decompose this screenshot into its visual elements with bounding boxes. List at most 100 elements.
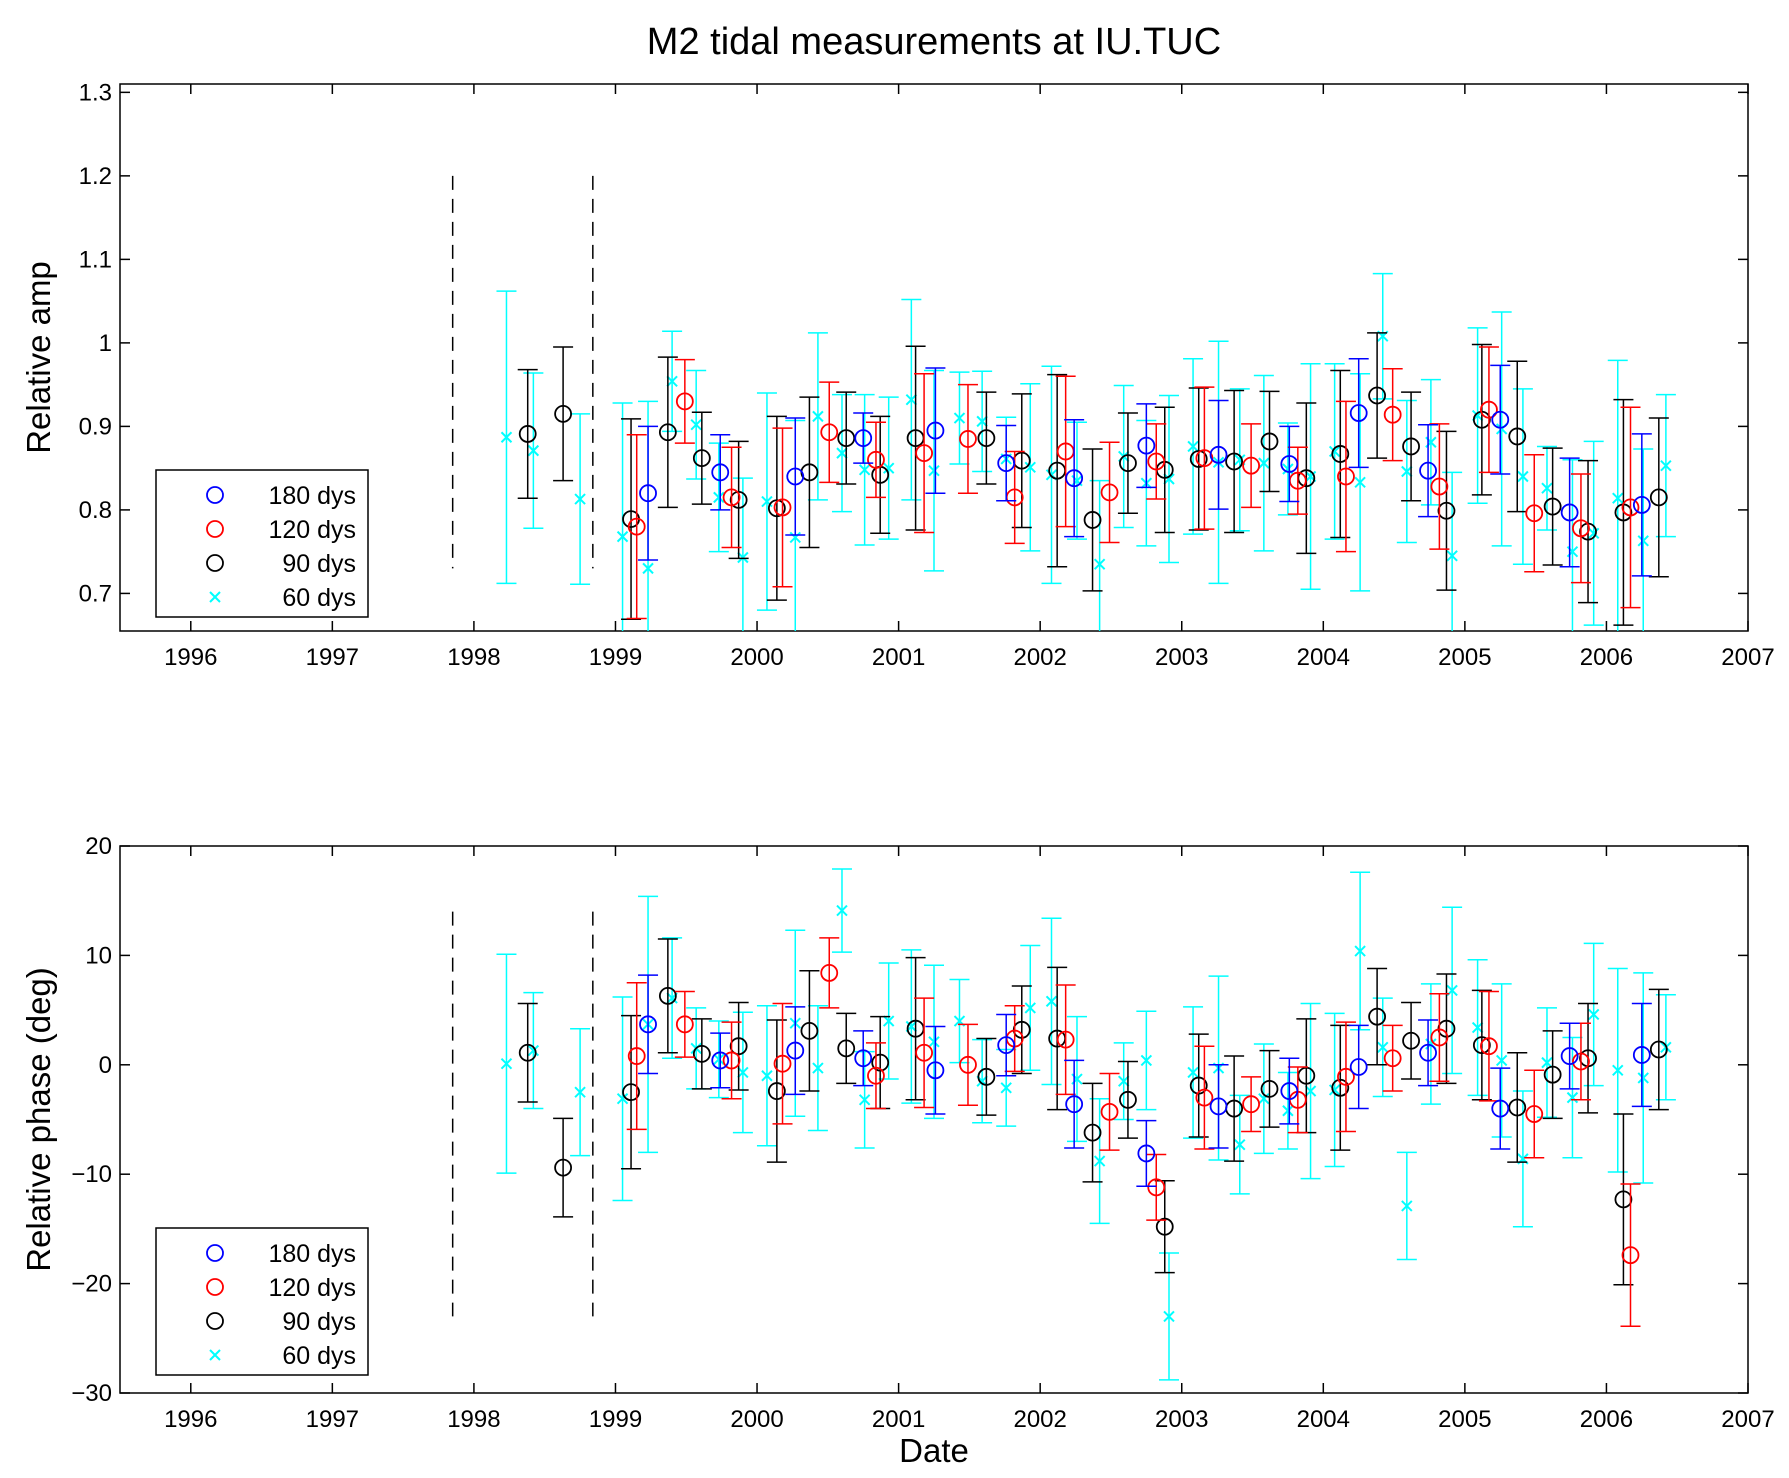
- error-bar: [836, 391, 857, 485]
- data-point: [527, 1044, 540, 1057]
- data-point: [1195, 449, 1214, 468]
- error-bar: [1279, 425, 1300, 503]
- data-point: [867, 450, 885, 469]
- legend: 180 dys 120 dys 90 dys 60 dys: [155, 469, 369, 618]
- error-bar: [626, 982, 647, 1131]
- data-point: [789, 531, 801, 544]
- error-bar: [905, 956, 926, 1101]
- data-point: [1472, 1036, 1491, 1055]
- error-bar: [1570, 473, 1591, 584]
- data-point: [574, 1086, 586, 1098]
- data-point: [858, 464, 871, 476]
- series-90-dys: [517, 332, 1669, 626]
- data-point-stroke: [836, 447, 848, 459]
- data-point: [997, 454, 1016, 473]
- data-point: [554, 404, 572, 423]
- error-bar: [1194, 386, 1215, 530]
- data-point: [1419, 1043, 1437, 1062]
- data-point: [1000, 1082, 1012, 1094]
- error-bar: [1418, 1019, 1439, 1087]
- data-point: [1258, 457, 1270, 469]
- data-point-stroke: [1495, 1054, 1508, 1067]
- data-point: [1119, 454, 1137, 473]
- data-point: [692, 449, 711, 468]
- data-point: [675, 392, 694, 411]
- error-bar: [710, 433, 731, 511]
- data-point: [1209, 1097, 1228, 1116]
- data-point-stroke: [1163, 473, 1175, 485]
- data-point: [1437, 501, 1456, 520]
- error-bar: [1382, 1024, 1403, 1092]
- data-point: [1260, 1079, 1279, 1098]
- data-point: [1508, 1098, 1527, 1117]
- y-tick-label: 10: [85, 942, 112, 969]
- plot-frame: [119, 845, 1749, 1394]
- data-point: [729, 490, 748, 509]
- data-point: [1377, 1041, 1389, 1054]
- error-bar: [1154, 1180, 1175, 1274]
- error-bar: [1330, 1024, 1351, 1151]
- data-point-stroke: [976, 415, 988, 428]
- data-point: [1056, 1030, 1075, 1049]
- data-point: [858, 1094, 871, 1106]
- data-point-stroke: [737, 551, 749, 564]
- legend-label: 120 dys: [268, 1274, 356, 1302]
- x-tick-label: 2005: [1438, 1406, 1491, 1433]
- error-bar: [766, 415, 787, 601]
- data-point: [1368, 386, 1386, 405]
- data-point-stroke: [1587, 1008, 1600, 1021]
- data-point: [713, 1053, 725, 1066]
- data-point: [722, 488, 741, 507]
- data-point-stroke: [1401, 1200, 1413, 1212]
- data-point: [1495, 1054, 1508, 1067]
- data-point: [690, 419, 702, 431]
- data-point-stroke: [1045, 469, 1058, 481]
- series-60-dys: [496, 272, 1676, 631]
- error-bar: [1478, 346, 1499, 474]
- data-point-stroke: [858, 1094, 871, 1106]
- data-point-stroke: [1541, 482, 1553, 494]
- data-point-stroke: [737, 1066, 749, 1079]
- data-point: [820, 423, 839, 442]
- legend-marker: [206, 520, 224, 538]
- data-point-stroke: [1566, 1091, 1579, 1104]
- data-point: [1587, 527, 1600, 539]
- error-bar: [1064, 418, 1085, 538]
- y-tick-label: 1.3: [79, 79, 112, 106]
- data-point-stroke: [812, 1062, 824, 1074]
- data-point: [1209, 445, 1228, 464]
- data-point: [1331, 445, 1350, 463]
- legend-box: [155, 469, 369, 618]
- data-point-stroke: [527, 1044, 540, 1057]
- y-axis-label: Relative amp: [20, 261, 57, 454]
- data-point: [737, 551, 749, 564]
- x-tick-label: 2002: [1013, 644, 1066, 671]
- data-point: [1480, 1037, 1498, 1056]
- data-point-stroke: [1328, 445, 1341, 458]
- data-point-stroke: [976, 1075, 988, 1087]
- error-bar: [1631, 1002, 1652, 1108]
- data-point: [1137, 436, 1156, 455]
- error-bar: [1330, 369, 1351, 539]
- data-point: [977, 1067, 996, 1086]
- data-point: [1304, 1085, 1317, 1097]
- error-bar: [1348, 1024, 1369, 1110]
- data-point: [639, 484, 657, 503]
- data-point-stroke: [1377, 1041, 1389, 1054]
- data-point-stroke: [574, 1086, 586, 1098]
- plot-area: [496, 868, 1676, 1381]
- data-point-stroke: [1354, 945, 1366, 957]
- data-point: [1155, 1217, 1174, 1236]
- error-bar: [1335, 1021, 1356, 1133]
- error-bar: [553, 346, 574, 482]
- data-point: [1045, 995, 1058, 1008]
- legend-marker: [206, 1278, 224, 1296]
- error-bar: [1559, 457, 1580, 568]
- data-point: [627, 1047, 646, 1065]
- error-bar: [1241, 1076, 1262, 1133]
- legend-marker-stroke: [209, 1349, 221, 1361]
- data-point: [953, 412, 966, 424]
- legend-item: 90 dys: [206, 550, 356, 578]
- error-bar: [957, 1023, 978, 1107]
- data-point: [867, 1066, 885, 1085]
